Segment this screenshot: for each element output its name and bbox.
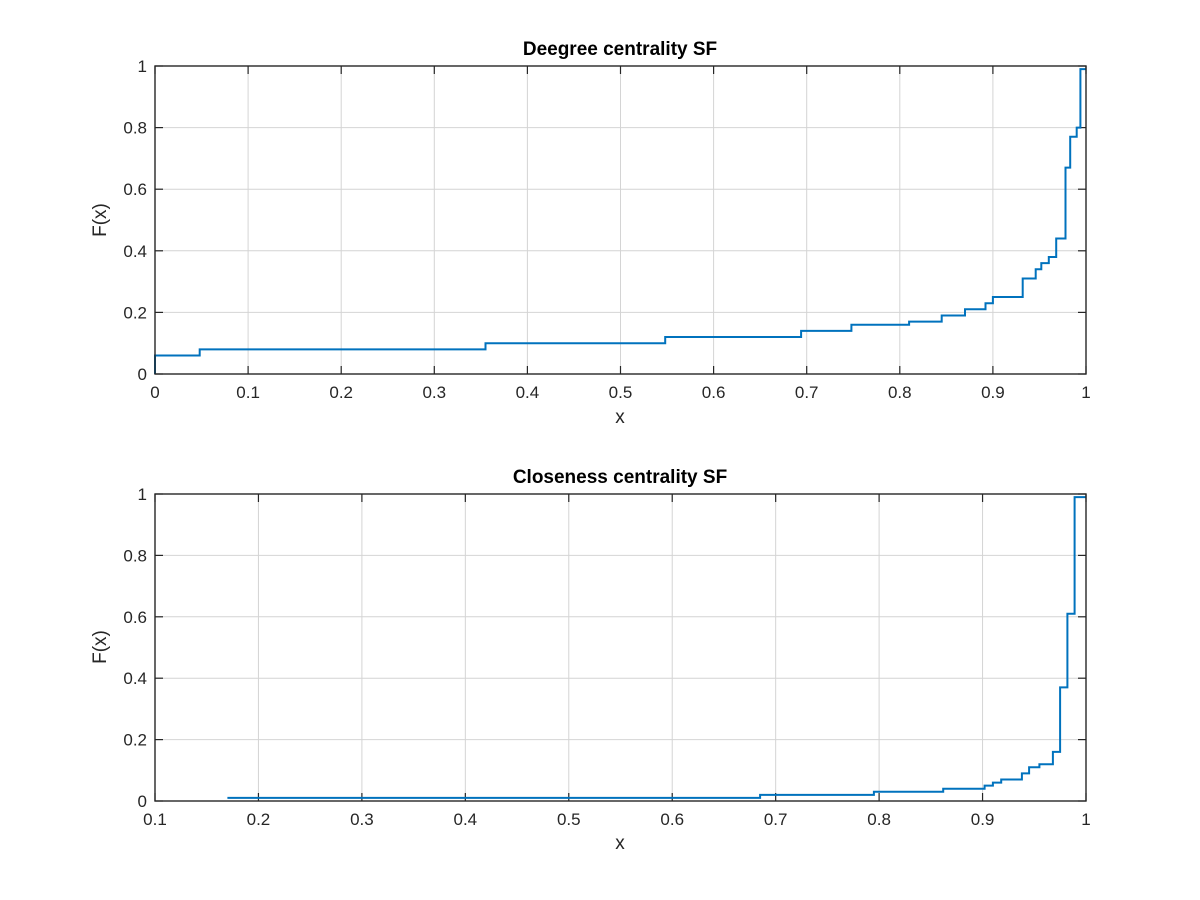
chart-title: Deegree centrality SF	[523, 39, 717, 60]
x-tick-label: 0.4	[454, 810, 478, 829]
x-tick-label: 0.5	[609, 383, 633, 402]
y-tick-label: 0.6	[123, 180, 147, 199]
series-line	[154, 68, 1086, 374]
y-tick-label: 0.4	[123, 669, 147, 688]
plot-frame	[154, 65, 1087, 375]
y-tick-label: 0.6	[123, 608, 147, 627]
x-axis-label: x	[615, 833, 625, 854]
y-tick-label: 0.2	[123, 731, 147, 750]
closeness-centrality-panel: Closeness centrality SF 0.1 0.2 0.3 0.4 0.5 0…	[90, 467, 1091, 854]
grid	[154, 493, 1087, 802]
y-tick-label: 0	[138, 792, 147, 811]
y-tick-label: 0.4	[123, 242, 147, 261]
x-tick-label: 0.3	[422, 383, 446, 402]
y-tick-label: 1	[138, 57, 147, 76]
axes-ticks: 0.1 0.2 0.3 0.4 0.5 0.6 0.7 0.8 0.9 1 0 0.2 0.4 0.6 0.…	[123, 485, 1090, 829]
y-axis-label: F(x)	[90, 630, 111, 664]
plot-frame	[154, 493, 1087, 802]
x-tick-label: 1	[1081, 810, 1090, 829]
x-tick-label: 0.5	[557, 810, 581, 829]
axes-ticks: 0 0.1 0.2 0.3 0.4 0.5 0.6 0.7 0.8 0.9 1 0 0.2 0.4 0.6 0…	[123, 57, 1090, 402]
x-tick-label: 0.2	[329, 383, 353, 402]
x-tick-label: 0.4	[516, 383, 540, 402]
degree-centrality-panel: Deegree centrality SF 0 0.1 0.2 0.3 0.4 0.5 0.…	[90, 39, 1091, 428]
chart-title: Closeness centrality SF	[513, 467, 727, 488]
x-tick-label: 0	[150, 383, 159, 402]
grid	[154, 65, 1087, 375]
x-tick-label: 0.9	[971, 810, 995, 829]
x-tick-label: 0.2	[247, 810, 271, 829]
x-tick-label: 0.7	[795, 383, 819, 402]
x-tick-label: 0.6	[660, 810, 684, 829]
x-tick-label: 0.7	[764, 810, 788, 829]
y-tick-label: 0.8	[123, 119, 147, 138]
y-tick-label: 0	[138, 365, 147, 384]
x-tick-label: 0.3	[350, 810, 374, 829]
x-tick-label: 0.1	[236, 383, 260, 402]
x-tick-label: 0.9	[981, 383, 1005, 402]
y-axis-label: F(x)	[90, 203, 111, 237]
x-axis-label: x	[615, 407, 625, 428]
y-tick-label: 0.2	[123, 303, 147, 322]
x-tick-label: 0.6	[702, 383, 726, 402]
y-tick-label: 1	[138, 485, 147, 504]
x-tick-label: 1	[1081, 383, 1090, 402]
x-tick-label: 0.1	[143, 810, 167, 829]
x-tick-label: 0.8	[867, 810, 891, 829]
y-tick-label: 0.8	[123, 546, 147, 565]
series-line	[227, 496, 1086, 799]
x-tick-label: 0.8	[888, 383, 912, 402]
